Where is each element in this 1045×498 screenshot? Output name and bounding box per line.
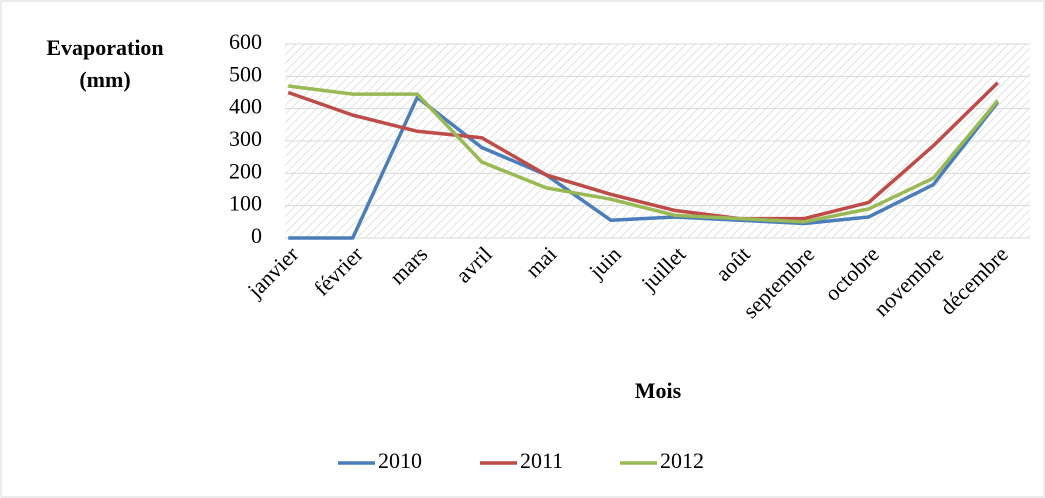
y-tick-label: 500: [229, 61, 262, 86]
y-tick-label: 300: [229, 126, 262, 151]
line-series: [287, 81, 999, 221]
x-axis-title: Mois: [635, 378, 682, 403]
line-series: [288, 84, 1000, 224]
y-tick-label: 100: [229, 191, 262, 216]
legend-label: 2012: [660, 448, 704, 473]
y-tick-label: 600: [229, 29, 262, 54]
y-tick-label: 200: [229, 158, 262, 183]
legend-label: 2011: [520, 448, 563, 473]
y-axis-title: Evaporation: [46, 35, 163, 60]
y-tick-label: 0: [251, 223, 262, 248]
legend-label: 2010: [378, 448, 422, 473]
y-tick-label: 400: [229, 94, 262, 119]
line-series: [288, 95, 1000, 240]
y-axis-title: (mm): [79, 67, 130, 92]
